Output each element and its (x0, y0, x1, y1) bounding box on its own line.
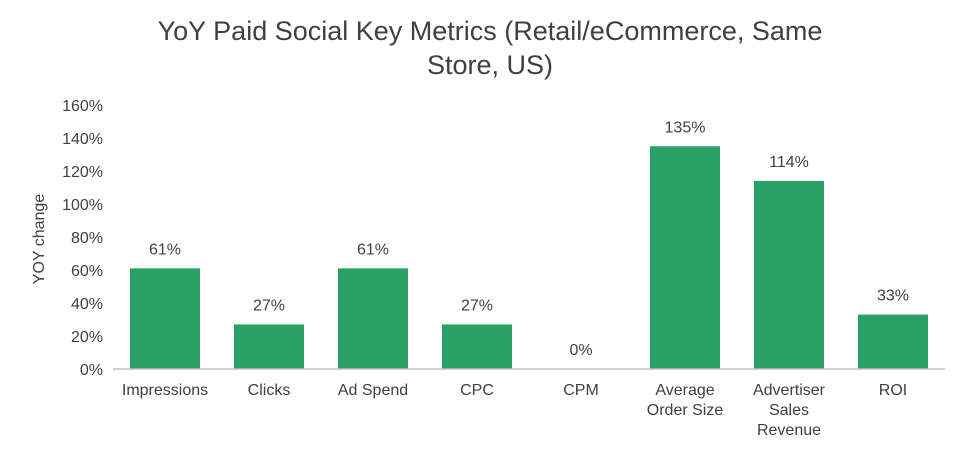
data-label: 27% (253, 297, 285, 314)
bar (234, 324, 304, 369)
y-tick-label: 120% (62, 164, 103, 181)
bar-series (130, 146, 928, 369)
bar (858, 314, 928, 369)
x-axis: Impressions Clicks Ad Spend CPC CPM Average Or… (122, 382, 907, 439)
bar (754, 180, 824, 369)
y-axis-title: YOY change (31, 194, 48, 285)
x-tick-label: CPM (563, 382, 599, 399)
y-tick-label: 20% (71, 329, 103, 346)
y-tick-label: 100% (62, 197, 103, 214)
y-tick-label: 140% (62, 131, 103, 148)
y-tick-label: 0% (80, 362, 103, 379)
chart-title: YoY Paid Social Key Metrics (Retail/eCom… (157, 16, 823, 80)
x-tick-label: CPC (460, 382, 494, 399)
data-label: 0% (569, 342, 592, 359)
x-tick-label: Clicks (248, 382, 291, 399)
x-tick-label: Advertiser Sales Revenue (753, 382, 826, 439)
bar (130, 268, 200, 369)
x-tick-label: ROI (879, 382, 907, 399)
y-tick-label: 80% (71, 230, 103, 247)
data-label: 61% (357, 241, 389, 258)
data-label: 27% (461, 297, 493, 314)
bar (338, 268, 408, 369)
data-labels: 61% 27% 61% 27% 0% 135% 114% 33% (149, 119, 909, 359)
bar (650, 146, 720, 369)
y-axis: 0% 20% 40% 60% 80% 100% 120% 140% 160% (62, 98, 103, 379)
x-tick-label: Impressions (122, 382, 208, 399)
data-label: 61% (149, 241, 181, 258)
data-label: 135% (665, 119, 706, 136)
data-label: 33% (877, 288, 909, 305)
bar (442, 324, 512, 369)
data-label: 114% (769, 154, 809, 171)
x-tick-label: Ad Spend (338, 382, 408, 399)
y-tick-label: 40% (71, 296, 103, 313)
x-tick-label: Average Order Size (647, 382, 724, 419)
y-tick-label: 60% (71, 263, 103, 280)
y-tick-label: 160% (62, 98, 103, 115)
